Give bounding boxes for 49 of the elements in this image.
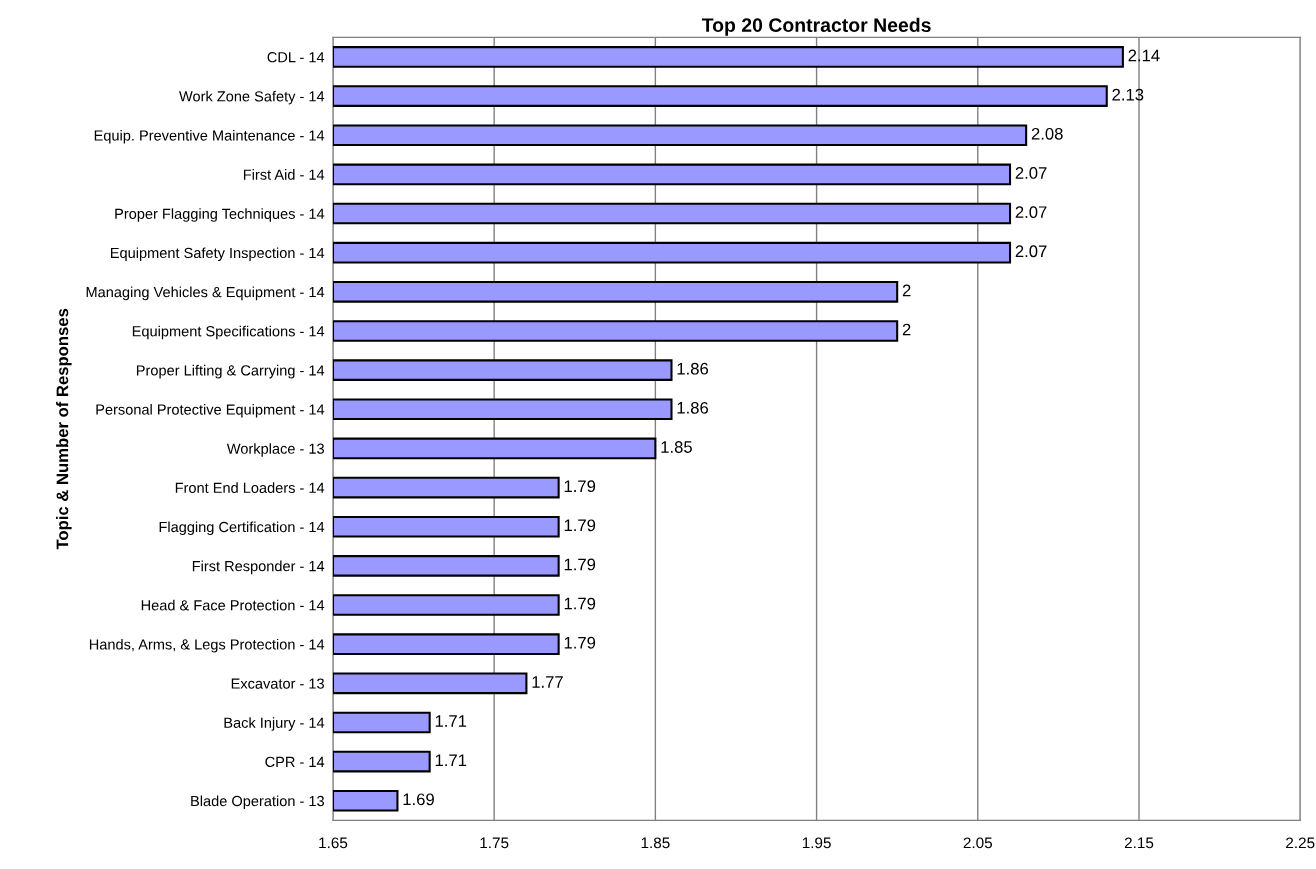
y-tick-label: Equipment Specifications - 14	[132, 325, 325, 340]
x-tick-label: 1.95	[802, 837, 831, 849]
data-label: 2	[902, 323, 911, 336]
y-tick-label: Head & Face Protection - 14	[141, 599, 325, 611]
y-tick-label: CPR - 14	[265, 756, 325, 768]
data-label: 1.79	[564, 636, 596, 649]
x-tick-label: 1.65	[319, 837, 348, 849]
x-tick-label: 1.75	[480, 837, 509, 849]
y-tick-label: Personal Protective Equipment - 14	[96, 403, 325, 418]
y-tick-label: CDL - 14	[267, 52, 325, 63]
y-tick-label: Workplace - 13	[226, 443, 324, 457]
data-label: 2.13	[1112, 88, 1144, 101]
data-label: 1.79	[564, 480, 596, 493]
y-tick-label: Back Injury - 14	[224, 717, 325, 731]
x-tick-label: 2.15	[1124, 837, 1154, 849]
y-tick-label: Excavator - 13	[231, 678, 324, 689]
data-label: 1.86	[677, 362, 709, 375]
data-label: 1.79	[564, 519, 596, 532]
y-tick-label: Work Zone Safety - 14	[179, 90, 325, 105]
y-axis-title: Topic & Number of Responses	[56, 308, 72, 550]
data-label: 1.79	[564, 597, 596, 610]
data-label: 2.07	[1015, 167, 1047, 179]
data-label: 2.07	[1015, 245, 1047, 258]
data-label: 2	[902, 284, 911, 297]
y-tick-label: Front End Loaders - 14	[175, 482, 325, 493]
y-tick-label: Flagging Certification - 14	[159, 521, 325, 536]
data-label: 1.86	[677, 401, 709, 414]
data-label: 1.85	[661, 441, 692, 453]
data-label: 1.77	[532, 676, 563, 688]
data-label: 1.71	[435, 715, 467, 727]
data-label: 1.69	[403, 793, 434, 806]
chart-title: Top 20 Contractor Needs	[701, 17, 931, 36]
data-label: 2.07	[1015, 206, 1047, 219]
x-tick-label: 2.25	[1286, 837, 1315, 849]
y-tick-label: First Aid - 14	[243, 169, 325, 180]
y-tick-label: Hands, Arms, & Legs Protection - 14	[89, 638, 325, 653]
y-tick-label: Equipment Safety Inspection - 14	[111, 247, 325, 261]
data-label: 1.79	[564, 558, 596, 571]
data-label: 2.08	[1031, 127, 1063, 140]
y-tick-label: Equip. Preventive Maintenance - 14	[94, 129, 325, 144]
x-tick-label: 2.05	[963, 837, 993, 849]
y-tick-label: Blade Operation - 13	[191, 795, 324, 810]
data-label: 2.14	[1128, 49, 1160, 62]
y-tick-label: Proper Lifting & Carrying - 14	[136, 364, 325, 379]
y-tick-label: Proper Flagging Techniques - 14	[115, 208, 325, 222]
x-tick-label: 1.85	[641, 837, 670, 849]
y-tick-label: First Responder - 14	[192, 560, 325, 575]
y-tick-label: Managing Vehicles & Equipment - 14	[86, 286, 325, 301]
data-label: 1.71	[435, 754, 467, 766]
